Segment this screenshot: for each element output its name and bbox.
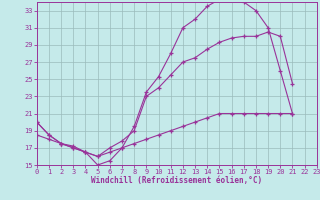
X-axis label: Windchill (Refroidissement éolien,°C): Windchill (Refroidissement éolien,°C) bbox=[91, 176, 262, 185]
